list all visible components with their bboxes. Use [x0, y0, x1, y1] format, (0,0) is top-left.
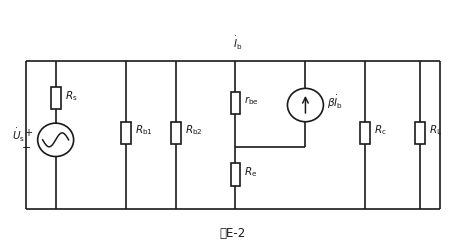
Text: $R_\mathrm{b2}$: $R_\mathrm{b2}$ [184, 124, 202, 137]
Text: $R_\mathrm{L}$: $R_\mathrm{L}$ [429, 124, 442, 137]
Bar [415, 122, 426, 144]
Text: $R_\mathrm{e}$: $R_\mathrm{e}$ [244, 165, 258, 179]
Text: $R_\mathrm{c}$: $R_\mathrm{c}$ [374, 124, 387, 137]
Bar [230, 92, 241, 114]
Circle shape [288, 88, 324, 122]
Bar [361, 122, 370, 144]
Text: $\beta\dot{I}_\mathrm{b}$: $\beta\dot{I}_\mathrm{b}$ [327, 94, 343, 111]
Text: $\dot{U}_\mathrm{s}$: $\dot{U}_\mathrm{s}$ [12, 127, 25, 144]
Text: $R_\mathrm{s}$: $R_\mathrm{s}$ [65, 89, 77, 103]
Bar [51, 87, 61, 109]
Bar [171, 122, 181, 144]
Circle shape [38, 123, 74, 157]
Text: $r_\mathrm{be}$: $r_\mathrm{be}$ [244, 94, 260, 107]
Text: −: − [22, 143, 32, 153]
Text: $\dot{I}_\mathrm{b}$: $\dot{I}_\mathrm{b}$ [233, 35, 242, 52]
Bar [121, 122, 130, 144]
Bar [230, 163, 241, 186]
Text: +: + [24, 128, 32, 138]
Text: 图E-2: 图E-2 [220, 227, 246, 240]
Text: $R_\mathrm{b1}$: $R_\mathrm{b1}$ [135, 124, 153, 137]
